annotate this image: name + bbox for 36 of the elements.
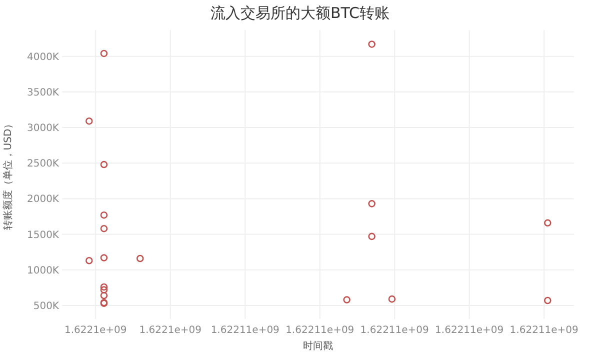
x-tick-label: 1.62211e+09 — [435, 325, 504, 336]
point — [388, 295, 396, 303]
point — [100, 283, 108, 291]
point — [343, 296, 350, 304]
y-tick-label: 4000K — [26, 52, 60, 63]
point — [544, 296, 552, 304]
y-tick-label: 2000K — [26, 194, 60, 206]
point — [100, 292, 108, 300]
x-tick-label: 1.6221e+09 — [139, 325, 202, 336]
point — [85, 257, 93, 264]
point — [136, 254, 144, 262]
x-tick-label: 1.6221e+09 — [64, 325, 127, 336]
y-tick-label: 3000K — [26, 123, 60, 134]
point — [100, 211, 108, 219]
chart-title: 流入交易所的大额BTC转账 — [210, 4, 390, 22]
point — [368, 200, 376, 208]
y-tick-label: 3500K — [26, 87, 60, 98]
x-tick-label: 1.62211e+09 — [286, 325, 354, 336]
point — [100, 50, 108, 58]
y-tick-label: 1500K — [26, 230, 60, 241]
point — [100, 254, 108, 262]
point — [100, 160, 108, 168]
point — [368, 40, 376, 48]
point — [368, 232, 376, 240]
y-tick-label: 1000K — [26, 265, 60, 276]
y-tick-label: 500K — [33, 300, 60, 312]
x-tick-label: 1.62211e+09 — [510, 325, 578, 336]
x-tick-label: 1.62211e+09 — [210, 325, 280, 336]
point — [100, 224, 108, 232]
y-axis-title: 转账额度（单位，USD） — [2, 118, 14, 230]
y-tick-label: 2500K — [26, 158, 60, 170]
x-axis-title: 时间戳 — [303, 340, 333, 352]
x-tick-label: 1.62211e+09 — [360, 325, 429, 336]
point — [544, 219, 552, 227]
point — [85, 117, 93, 125]
point — [100, 286, 108, 294]
